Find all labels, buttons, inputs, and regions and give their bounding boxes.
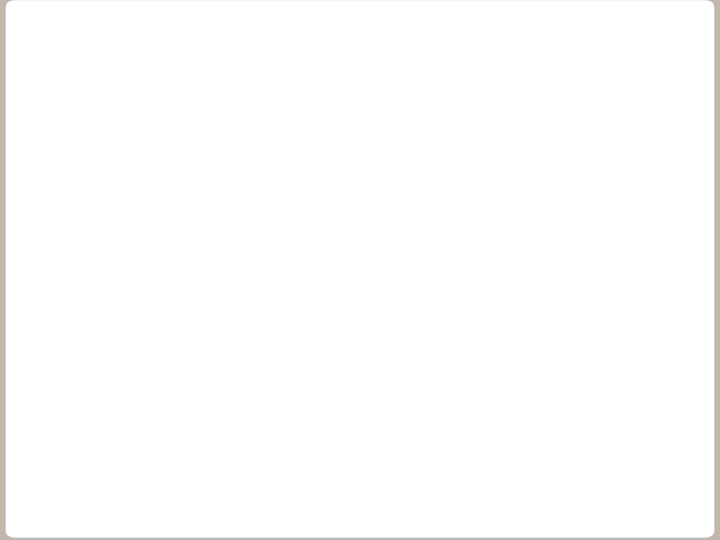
Text: $V_s$: $V_s$ [35,165,46,178]
Text: $V_s$: $V_s$ [165,335,177,349]
Text: I: I [585,343,588,353]
Text: −: − [325,262,337,276]
Text: 0: 0 [160,419,166,429]
Text: $-V_s$: $-V_s$ [161,495,181,508]
Text: +: + [326,221,336,234]
Text: Sine wave changes polarity at its zero value (alternates between positive and ne: Sine wave changes polarity at its zero v… [50,69,607,82]
Text: −: − [484,410,495,424]
Text: R: R [636,415,645,428]
Text: $V_s$: $V_s$ [457,433,470,447]
Text: I: I [395,302,397,312]
Text: +: + [485,456,495,469]
Text: Negative alternation: Negative alternation [269,475,363,504]
Text: (t): (t) [237,242,248,252]
Text: R: R [478,242,487,255]
Text: $-V_s$: $-V_s$ [30,314,50,328]
Text: i.: i. [28,76,36,89]
Text: ii.: ii. [28,124,40,137]
Text: (t): (t) [384,418,395,427]
Text: $V_s$: $V_s$ [299,241,312,255]
Text: Polarity of a Sine Wave:: Polarity of a Sine Wave: [39,29,377,52]
Text: 0: 0 [30,244,36,253]
Text: When the voltage changes polarity, the current correspondingly changes direction: When the voltage changes polarity, the c… [50,119,542,132]
Text: Positive alternation: Positive alternation [75,175,180,215]
